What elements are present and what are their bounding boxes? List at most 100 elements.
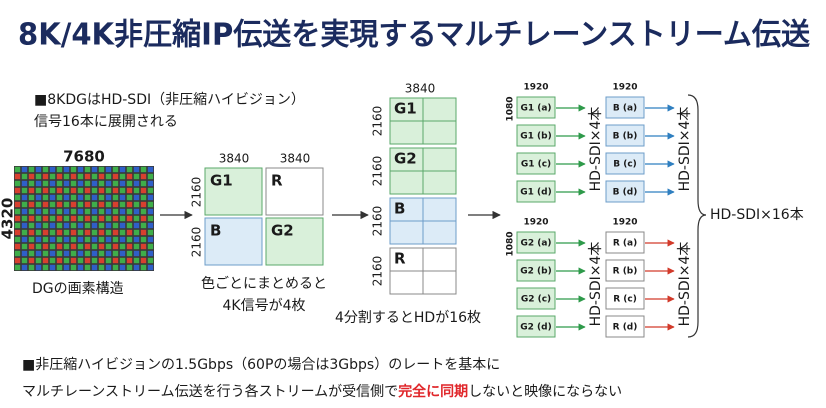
pixel [112,201,119,208]
pixel [91,187,98,194]
pixel [28,208,35,215]
pixel [119,236,126,243]
stream-count: HD-SDI×4本 [588,242,604,327]
pixel [84,236,91,243]
pixel [14,187,21,194]
pixel [98,264,105,271]
pixel [105,208,112,215]
pixel [70,229,77,236]
pixel [28,180,35,187]
title: 8K/4K非圧縮IP伝送を実現するマルチレーンストリーム伝送 [18,18,810,53]
pixel [42,229,49,236]
pixel [105,173,112,180]
pixel [133,243,140,250]
pixel [133,208,140,215]
block-label: G1 [394,100,417,118]
pixel [84,201,91,208]
pixel [21,208,28,215]
pixel [140,243,147,250]
pixel [84,208,91,215]
height-label: 4320 [0,198,17,240]
pixel [14,180,21,187]
pixel [63,173,70,180]
pixel [140,222,147,229]
pixel [98,173,105,180]
pixel [147,194,154,201]
pixel [70,166,77,173]
pixel [112,250,119,257]
pixel [14,208,21,215]
pixel [77,229,84,236]
pixel [112,229,119,236]
pixel [84,222,91,229]
pixel [98,208,105,215]
pixel [63,257,70,264]
pixel [126,257,133,264]
pixel [21,166,28,173]
pixel [112,194,119,201]
pixel [49,201,56,208]
pixel [49,222,56,229]
stream-box [605,287,645,310]
pixel [28,194,35,201]
pixel [147,166,154,173]
pixel [147,243,154,250]
pixel [105,215,112,222]
pixel [42,173,49,180]
stream-label: G2 (a) [520,239,551,249]
pixel [126,222,133,229]
plane-label: G1 [210,172,233,190]
pixel [63,250,70,257]
stream-label: B (a) [613,104,637,114]
stream-box [605,96,645,119]
pixel [91,166,98,173]
pixel [49,215,56,222]
pixel [63,215,70,222]
height-label: 2160 [371,256,385,287]
pixel [147,208,154,215]
pixel [35,194,42,201]
pixel [70,208,77,215]
stream-box [516,180,556,203]
pixel [49,187,56,194]
pixel [119,222,126,229]
pixel [70,173,77,180]
pixel [21,264,28,271]
pixel [84,243,91,250]
caption: 4K信号が4枚 [223,298,306,314]
pixel [63,264,70,271]
height-label: 2160 [190,227,204,258]
pixel [105,236,112,243]
pixel [42,243,49,250]
pixel [35,264,42,271]
stream-box [605,259,645,282]
pixel [91,236,98,243]
pixel [112,187,119,194]
pixel [84,194,91,201]
caption: 4分割するとHDが16枚 [335,310,481,326]
pixel [105,180,112,187]
pixel [84,257,91,264]
height-label: 2160 [371,106,385,137]
pixel [14,250,21,257]
pixel [28,243,35,250]
pixel [126,173,133,180]
stream-box [605,152,645,175]
plane [265,167,324,216]
pixel [35,243,42,250]
pixel [21,222,28,229]
footer-line-1: ■非圧縮ハイビジョンの1.5Gbps（60Pの場合は3Gbps）のレートを基本に [22,356,500,373]
pixel [133,180,140,187]
pixel [133,187,140,194]
pixel [105,194,112,201]
pixel [133,257,140,264]
pixel [119,215,126,222]
pixel [70,236,77,243]
stream-label: R (a) [613,239,637,249]
pixel [56,222,63,229]
pixel [126,201,133,208]
pixel [98,187,105,194]
pixel [49,180,56,187]
pixel [112,180,119,187]
pixel [105,229,112,236]
